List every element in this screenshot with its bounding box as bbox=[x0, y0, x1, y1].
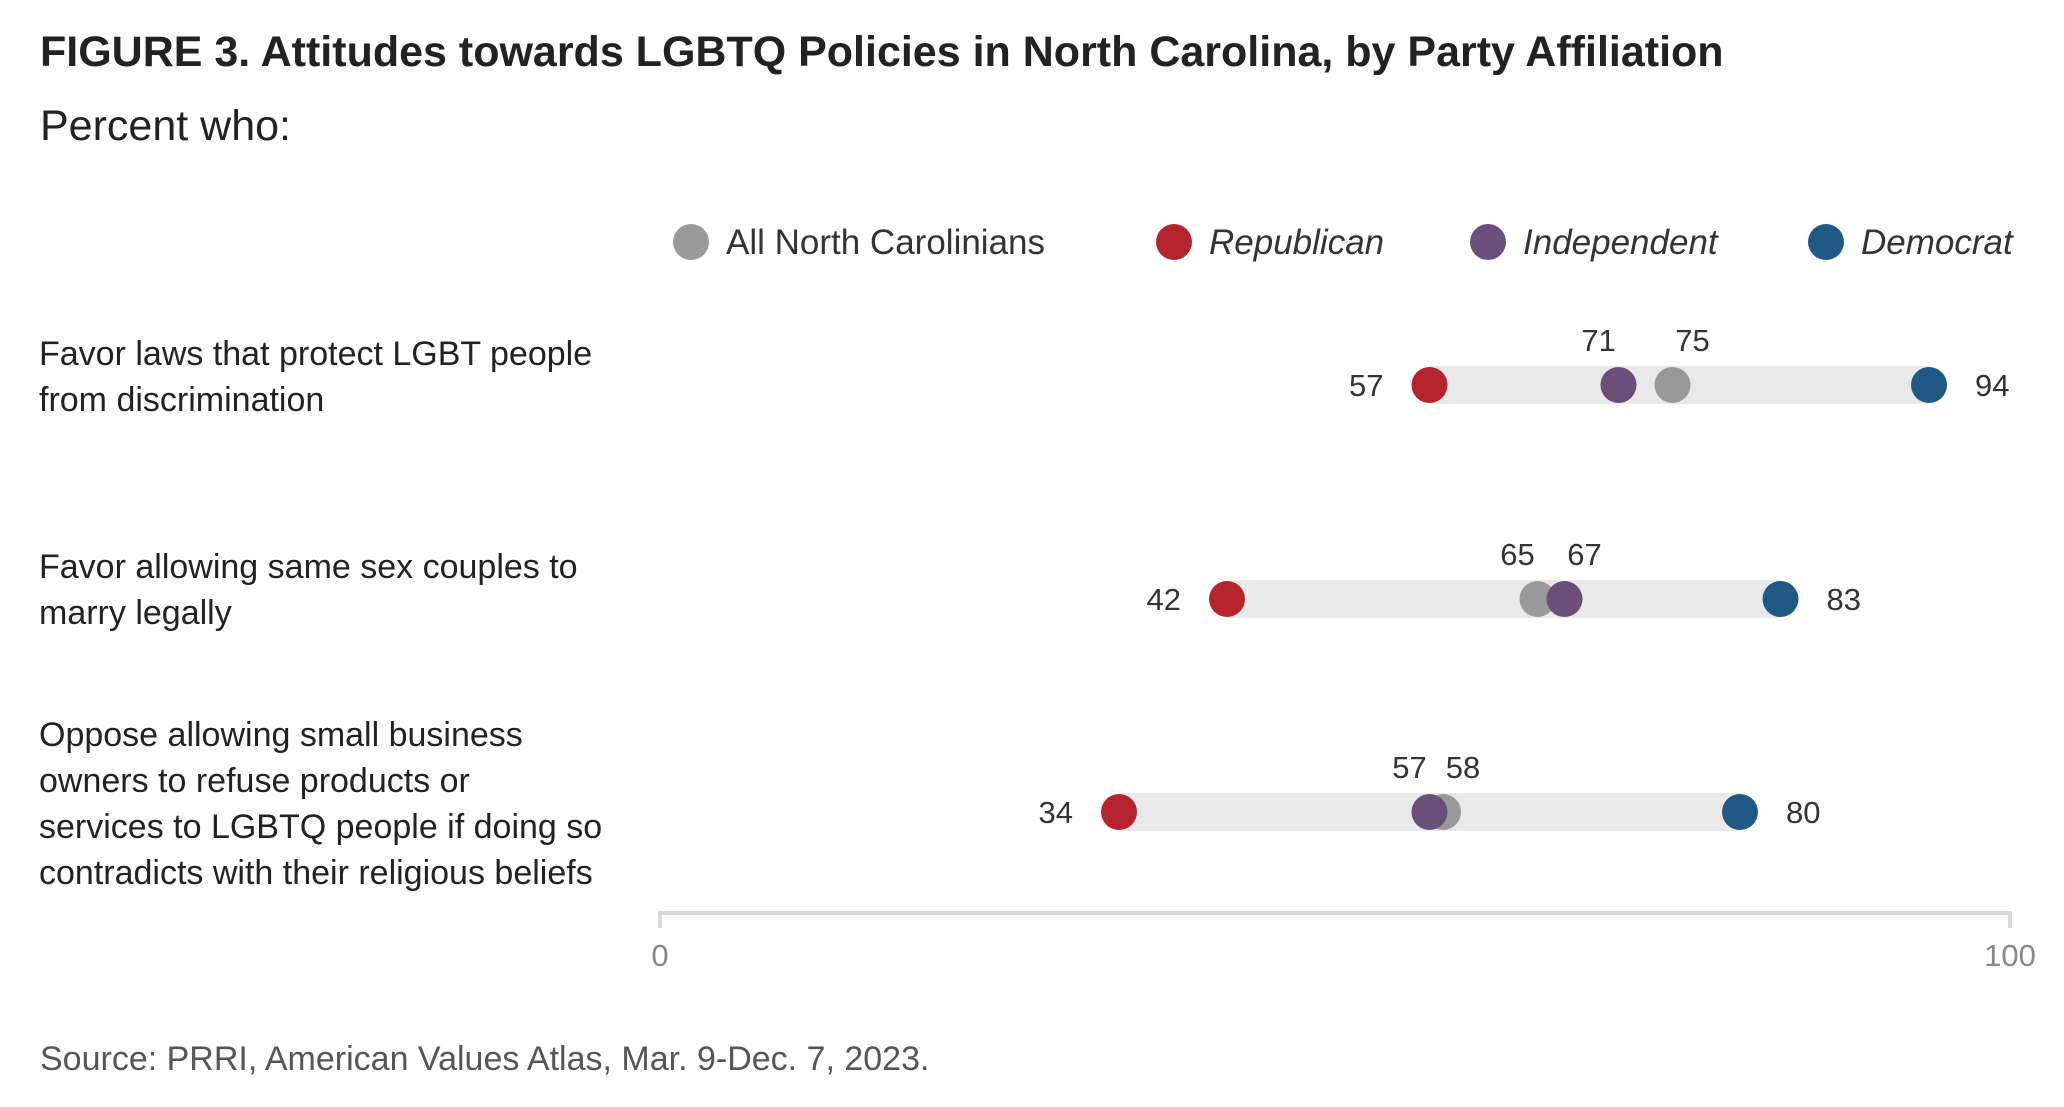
value-label: 65 bbox=[1500, 537, 1534, 572]
value-label: 75 bbox=[1675, 323, 1709, 358]
category-label: Favor allowing same sex couples to bbox=[39, 548, 578, 586]
dot-range-chart: All North Carolinians Republican Independe… bbox=[39, 223, 2036, 973]
data-point bbox=[1101, 794, 1137, 830]
legend-marker bbox=[1156, 224, 1192, 260]
data-point bbox=[1411, 794, 1448, 830]
x-tick-label: 100 bbox=[1984, 938, 2036, 973]
data-point bbox=[1411, 367, 1448, 403]
data-point bbox=[1546, 581, 1583, 617]
chart-title: FIGURE 3. Attitudes towards LGBTQ Polici… bbox=[40, 28, 1724, 76]
value-label: 80 bbox=[1786, 795, 1820, 830]
value-label: 42 bbox=[1147, 582, 1181, 617]
data-point bbox=[1654, 367, 1691, 403]
value-label: 67 bbox=[1567, 537, 1601, 572]
category-label: marry legally bbox=[39, 594, 232, 632]
data-point bbox=[1762, 581, 1799, 617]
value-label: 34 bbox=[1039, 795, 1073, 830]
data-point bbox=[1600, 367, 1637, 403]
data-point bbox=[1911, 367, 1947, 403]
legend-label: Democrat bbox=[1861, 223, 2014, 262]
data-point bbox=[1519, 581, 1556, 617]
data-point bbox=[1209, 581, 1245, 617]
value-label: 58 bbox=[1446, 750, 1480, 785]
data-point bbox=[1722, 794, 1758, 830]
value-label: 57 bbox=[1349, 368, 1383, 403]
legend-marker bbox=[1808, 224, 1844, 260]
value-label: 94 bbox=[1975, 368, 2009, 403]
legend-label: Republican bbox=[1209, 223, 1384, 262]
category-label: owners to refuse products or bbox=[39, 762, 470, 800]
category-label: Favor laws that protect LGBT people bbox=[39, 335, 592, 373]
legend-marker bbox=[1470, 224, 1506, 260]
category-label: contradicts with their religious beliefs bbox=[39, 854, 593, 892]
value-label: 83 bbox=[1827, 582, 1861, 617]
value-label: 71 bbox=[1581, 323, 1615, 358]
source-note: Source: PRRI, American Values Atlas, Mar… bbox=[40, 1040, 930, 1078]
chart-subtitle: Percent who: bbox=[40, 102, 291, 150]
x-tick-label: 0 bbox=[651, 938, 668, 973]
category-label: Oppose allowing small business bbox=[39, 716, 523, 754]
value-label: 57 bbox=[1392, 750, 1426, 785]
legend-label: All North Carolinians bbox=[726, 223, 1045, 262]
category-label: from discrimination bbox=[39, 381, 324, 419]
category-label: services to LGBTQ people if doing so bbox=[39, 808, 602, 846]
range-bar bbox=[1227, 580, 1781, 618]
legend-marker bbox=[673, 224, 709, 260]
legend-label: Independent bbox=[1523, 223, 1719, 262]
